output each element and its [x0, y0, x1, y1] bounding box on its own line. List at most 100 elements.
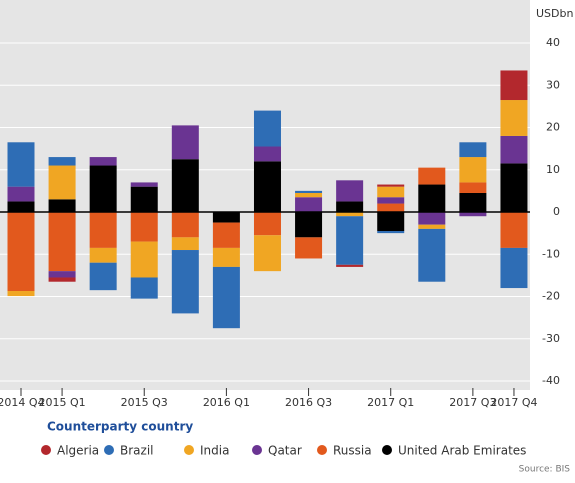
bar-segment — [295, 190, 323, 193]
source: Source: BIS — [519, 465, 571, 475]
x-tick-label: 2017 Q1 — [367, 396, 414, 409]
y-tick-label: -10 — [542, 247, 560, 260]
y-tick-label: 0 — [553, 205, 560, 218]
legend-title: Counterparty country — [47, 420, 193, 434]
bar-segment — [171, 212, 199, 238]
legend-swatch — [317, 445, 327, 455]
y-tick-label: -30 — [542, 332, 560, 345]
legend-swatch — [382, 445, 392, 455]
bar-segment — [212, 266, 240, 329]
x-tick-label: 2014 Q4 — [0, 396, 45, 409]
bar-segment — [418, 167, 446, 185]
bar-segment — [89, 212, 117, 248]
bar-segment — [418, 224, 446, 229]
bar-segment — [459, 212, 487, 217]
bar-segment — [130, 277, 158, 299]
legend-swatch — [184, 445, 194, 455]
bar-segment — [336, 201, 364, 212]
bar-segment — [212, 212, 240, 223]
x-tick-label: 2016 Q1 — [203, 396, 250, 409]
bar-segment — [48, 212, 76, 272]
bar-segment — [89, 247, 117, 263]
bar-segment — [377, 212, 405, 232]
bars — [7, 70, 528, 329]
bar-segment — [130, 182, 158, 187]
bar-segment — [48, 199, 76, 212]
legend-swatch — [41, 445, 51, 455]
bar-segment — [253, 235, 281, 272]
bar-segment — [377, 231, 405, 234]
bar-segment — [48, 165, 76, 200]
bar-segment — [7, 142, 35, 187]
bar-segment — [377, 203, 405, 212]
bar-segment — [48, 271, 76, 278]
bar-segment — [7, 201, 35, 212]
legend-label: Russia — [333, 444, 372, 458]
axes — [0, 211, 530, 396]
bar-segment — [130, 186, 158, 212]
bar-segment — [500, 135, 528, 164]
y-tick-label: 10 — [546, 163, 560, 176]
bar-segment — [459, 192, 487, 212]
bar-segment — [295, 192, 323, 198]
x-tick-label: 2017 Q3 — [449, 396, 496, 409]
x-tick-label: 2015 Q1 — [39, 396, 86, 409]
bar-segment — [171, 237, 199, 251]
bar-segment — [171, 159, 199, 212]
bar-segment — [89, 157, 117, 166]
bar-segment — [500, 247, 528, 289]
y-tick-label: 30 — [546, 78, 560, 91]
y-tick-label: 20 — [546, 121, 560, 134]
bar-segment — [130, 212, 158, 242]
bar-segment — [295, 197, 323, 212]
bar-segment — [253, 110, 281, 147]
legend-label: Algeria — [57, 444, 99, 458]
bar-segment — [500, 70, 528, 101]
bar-segment — [500, 212, 528, 248]
bar-segment — [500, 100, 528, 136]
bar-segment — [130, 241, 158, 278]
bar-segment — [459, 142, 487, 158]
legend-swatch — [252, 445, 262, 455]
bar-segment — [377, 186, 405, 198]
bar-segment — [253, 161, 281, 212]
x-tick-label: 2017 Q4 — [490, 396, 537, 409]
bar-segment — [171, 125, 199, 160]
bar-segment — [7, 186, 35, 202]
bar-segment — [500, 163, 528, 212]
x-tick-label: 2016 Q3 — [285, 396, 332, 409]
bar-segment — [89, 165, 117, 212]
bar-segment — [336, 180, 364, 202]
bar-segment — [212, 222, 240, 248]
bar-segment — [171, 250, 199, 314]
bar-segment — [7, 212, 35, 292]
x-tick-label: 2015 Q3 — [121, 396, 168, 409]
bar-segment — [418, 212, 446, 225]
legend-label: Brazil — [120, 444, 154, 458]
legend-label: India — [200, 444, 229, 458]
bar-segment — [459, 157, 487, 183]
bar-segment — [418, 184, 446, 212]
bar-segment — [459, 182, 487, 193]
y-tick-label: 40 — [546, 36, 560, 49]
bar-segment — [336, 264, 364, 267]
bar-segment — [418, 228, 446, 282]
bar-segment — [295, 237, 323, 259]
legend-label: United Arab Emirates — [398, 444, 526, 458]
legend-swatch — [104, 445, 114, 455]
bar-segment — [377, 184, 405, 187]
bar-segment — [253, 212, 281, 236]
bar-segment — [89, 262, 117, 291]
y-tick-label: -20 — [542, 290, 560, 303]
y-tick-label: -40 — [542, 374, 560, 387]
bar-segment — [7, 291, 35, 297]
bar-segment — [377, 197, 405, 204]
bar-segment — [295, 212, 323, 238]
bar-segment — [212, 247, 240, 267]
bar-segment — [48, 277, 76, 282]
bar-segment — [336, 212, 364, 217]
y-axis-label: USDbn — [536, 7, 573, 20]
bar-segment — [253, 146, 281, 162]
bar-segment — [48, 157, 76, 166]
